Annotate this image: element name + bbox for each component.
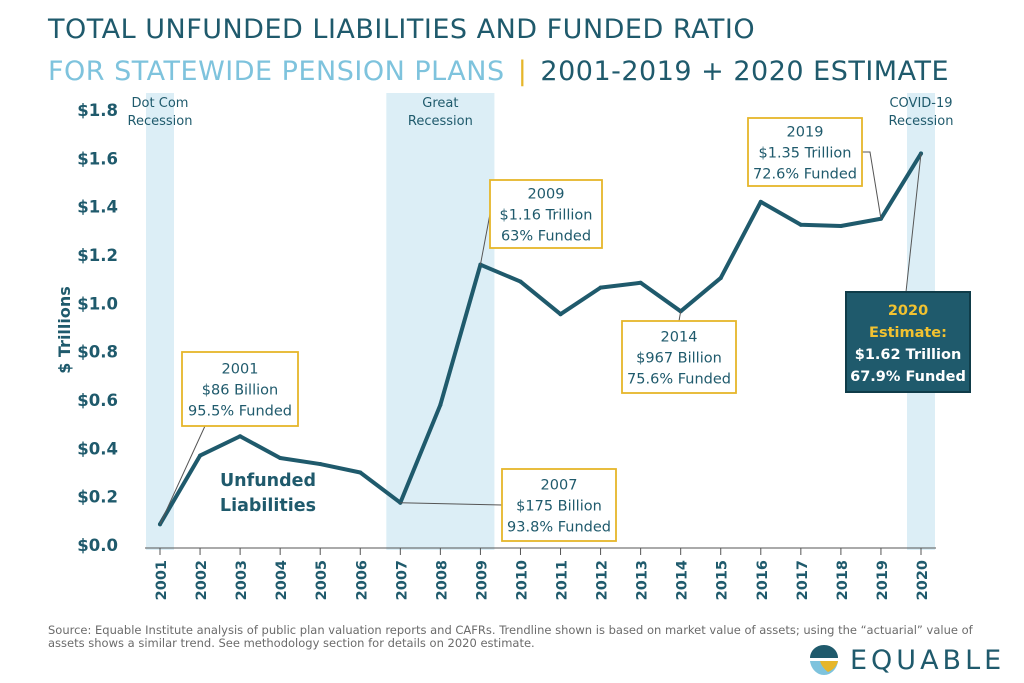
- x-tick-label: 2019: [875, 560, 891, 600]
- data-point: [278, 456, 283, 460]
- data-point: [798, 222, 803, 227]
- data-point: [238, 434, 243, 439]
- data-point: [318, 462, 323, 467]
- y-tick-label: $1.4: [77, 198, 118, 217]
- recession-label: COVID-19: [889, 96, 952, 111]
- x-tick-label: 2001: [154, 560, 170, 600]
- chart-title: TOTAL UNFUNDED LIABILITIES AND FUNDED RA…: [48, 14, 756, 45]
- equable-logo-icon: [810, 645, 838, 675]
- x-tick-label: 2012: [595, 560, 611, 600]
- annotation-text: $967 Billion: [636, 351, 722, 367]
- annotation-box: [181, 351, 299, 427]
- annotation-text: 72.6% Funded: [753, 167, 857, 183]
- y-tick-label: $0.2: [77, 488, 118, 507]
- y-tick-label: $1.8: [77, 101, 118, 120]
- subtitle-date-range: 2001-2019 + 2020 ESTIMATE: [540, 56, 950, 87]
- x-tick-label: 2017: [795, 560, 811, 600]
- subtitle-text: FOR STATEWIDE PENSION PLANS: [48, 56, 505, 87]
- data-point: [198, 453, 203, 458]
- unfunded-liabilities-line: [158, 151, 923, 527]
- y-tick-label: $0.0: [77, 536, 118, 555]
- annotation-text: 2020: [888, 303, 928, 319]
- data-point: [598, 285, 603, 290]
- data-point: [838, 224, 843, 228]
- data-point: [558, 312, 563, 317]
- x-tick-label: 2013: [635, 560, 651, 600]
- annotation-text: 67.9% Funded: [850, 369, 966, 385]
- annotation-box: [621, 320, 737, 394]
- annotation-text: 2014: [661, 330, 698, 346]
- data-point: [758, 199, 763, 204]
- annotation-text: $1.35 Trillion: [759, 146, 852, 162]
- recession-band: [386, 93, 495, 550]
- annotation-text: 63% Funded: [501, 229, 591, 245]
- annotation-text: 2009: [528, 187, 565, 203]
- series-label: Liabilities: [220, 496, 316, 516]
- x-tick-label: 2016: [755, 560, 771, 600]
- annotation-box: [747, 117, 863, 187]
- recession-label: Recession: [889, 114, 954, 129]
- x-tick-label: 2005: [314, 560, 330, 600]
- data-point: [518, 279, 523, 284]
- annotation-text: 2019: [787, 125, 824, 141]
- annotation-text: 93.8% Funded: [507, 520, 611, 536]
- x-tick-label: 2020: [915, 560, 931, 600]
- source-note: Source: Equable Institute analysis of pu…: [48, 623, 973, 650]
- y-axis-label: $ Trillions: [55, 286, 74, 374]
- x-tick-label: 2014: [675, 560, 691, 600]
- chart-subtitle: FOR STATEWIDE PENSION PLANS | 2001-2019 …: [48, 56, 949, 87]
- x-tick-label: 2007: [394, 560, 410, 600]
- y-tick-label: $0.8: [77, 343, 118, 362]
- annotation-text: 75.6% Funded: [627, 372, 731, 388]
- data-point: [718, 275, 723, 280]
- annotation-text: 2007: [541, 478, 578, 494]
- recession-label: Recession: [408, 114, 473, 129]
- annotation-connector: [862, 151, 882, 219]
- annotation-connector: [479, 213, 491, 265]
- series-label: Unfunded: [220, 471, 316, 491]
- x-tick-label: 2018: [835, 560, 851, 600]
- annotation-text: $1.62 Trillion: [855, 347, 962, 363]
- y-tick-label: $0.4: [77, 439, 118, 458]
- x-tick-label: 2003: [234, 560, 250, 600]
- line-chart: Dot Com Recession Great Recession COVID-19 Re…: [55, 93, 971, 600]
- x-tick-label: 2006: [354, 560, 370, 600]
- recession-label: Dot Com: [132, 96, 189, 111]
- annotation-text: $175 Billion: [516, 499, 602, 515]
- annotation-box: [489, 179, 603, 249]
- x-tick-label: 2002: [194, 560, 210, 600]
- y-tick-label: $0.6: [77, 391, 118, 410]
- annotation-connector: [905, 153, 922, 293]
- x-tick-label: 2008: [434, 560, 450, 600]
- y-tick-label: $1.6: [77, 149, 118, 168]
- x-tick-label: 2011: [555, 560, 571, 600]
- y-tick-label: $1.0: [77, 294, 118, 313]
- data-point: [438, 402, 443, 407]
- subtitle-separator: |: [517, 56, 528, 87]
- x-tick-label: 2015: [715, 560, 731, 600]
- annotation-text: 95.5% Funded: [188, 404, 292, 420]
- recession-label: Great: [422, 96, 458, 111]
- x-tick-label: 2004: [274, 560, 290, 600]
- equable-logo-text: EQUABLE: [850, 644, 1006, 676]
- estimate-callout-box: [845, 291, 971, 393]
- recession-label: Recession: [128, 114, 193, 129]
- annotation-text: $86 Billion: [202, 383, 278, 399]
- annotation-connector: [400, 502, 503, 506]
- annotation-text: $1.16 Trillion: [500, 208, 593, 224]
- equable-logo: EQUABLE: [806, 642, 1005, 678]
- x-tick-label: 2009: [474, 560, 490, 600]
- annotation-text: Estimate:: [869, 325, 947, 341]
- x-tick-label: 2010: [514, 560, 530, 600]
- annotation-text: 2001: [222, 362, 259, 378]
- recession-band: [146, 93, 174, 550]
- y-tick-label: $1.2: [77, 246, 118, 265]
- annotation-connector: [159, 425, 206, 525]
- data-point: [638, 280, 643, 285]
- annotation-connector: [678, 311, 682, 322]
- data-point: [358, 470, 363, 475]
- annotation-box: [501, 468, 617, 542]
